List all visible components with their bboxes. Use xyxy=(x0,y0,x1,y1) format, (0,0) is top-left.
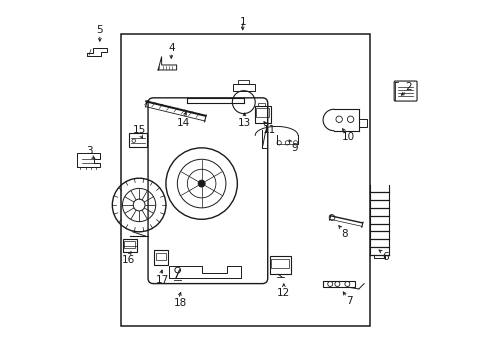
Text: 4: 4 xyxy=(167,43,174,53)
Text: 12: 12 xyxy=(277,288,290,297)
Text: 15: 15 xyxy=(132,125,145,135)
Text: 17: 17 xyxy=(155,275,169,285)
Bar xyxy=(129,133,146,147)
Bar xyxy=(254,106,270,123)
Text: 5: 5 xyxy=(96,25,103,35)
Bar xyxy=(121,33,369,327)
Text: 16: 16 xyxy=(122,255,135,265)
Text: 1: 1 xyxy=(239,18,245,27)
Bar xyxy=(258,103,264,106)
Bar xyxy=(271,259,288,267)
Bar xyxy=(124,242,135,248)
Text: 13: 13 xyxy=(237,118,251,128)
Bar xyxy=(323,281,354,287)
Bar xyxy=(255,108,268,117)
Bar xyxy=(156,253,165,260)
Text: 6: 6 xyxy=(382,252,388,262)
Text: 3: 3 xyxy=(85,147,92,157)
Text: 9: 9 xyxy=(290,143,297,153)
Text: 8: 8 xyxy=(341,229,347,239)
Circle shape xyxy=(198,180,205,187)
Text: 18: 18 xyxy=(173,298,186,308)
Text: 7: 7 xyxy=(346,296,352,306)
Text: 14: 14 xyxy=(177,118,190,128)
Bar xyxy=(154,250,168,265)
Text: 11: 11 xyxy=(263,125,276,135)
Bar xyxy=(238,80,248,84)
Bar xyxy=(233,84,255,91)
Text: 10: 10 xyxy=(341,132,354,142)
Bar xyxy=(123,239,137,252)
Text: 2: 2 xyxy=(405,82,411,92)
Bar xyxy=(269,256,290,274)
Bar xyxy=(358,119,366,127)
